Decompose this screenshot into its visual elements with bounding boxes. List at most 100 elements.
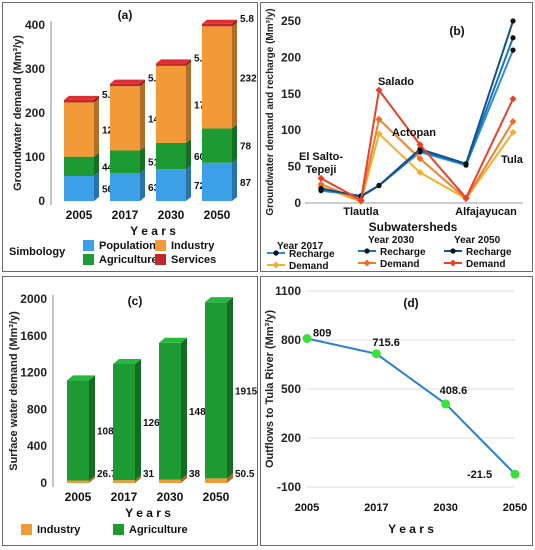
data-label: 5.8	[194, 53, 208, 64]
panel-c: 0 400 800 1200 1600 2000 Surface water demand …	[2, 276, 258, 546]
series-line-recharge	[320, 20, 514, 198]
data-label: 1915	[235, 386, 257, 397]
bar-industry	[67, 480, 89, 483]
bar-agriculture	[110, 150, 140, 173]
y-tick-label: 2000	[20, 292, 47, 306]
bar-side-industry	[140, 82, 145, 151]
bar-side-agriculture	[232, 124, 237, 163]
bar-industry	[64, 102, 94, 157]
y-tick-label: 0	[294, 196, 301, 210]
bar-side-industry	[94, 98, 99, 157]
legend-marker-recharge	[364, 248, 370, 254]
x-tick-label: 2030	[157, 490, 184, 504]
x-tick-label: 2017	[364, 502, 388, 514]
legend-swatch-services	[155, 254, 166, 265]
x-tick-label: 2030	[158, 208, 185, 222]
bar-side-services	[94, 95, 99, 103]
x-tick-label: 2005	[65, 490, 92, 504]
legend-label: Population	[99, 240, 156, 252]
bar-agriculture	[202, 128, 232, 163]
bar-side-industry	[186, 61, 191, 143]
bar-services	[110, 83, 140, 87]
bar-population	[110, 172, 140, 201]
bar-side-industry	[227, 473, 233, 483]
data-point	[371, 349, 381, 359]
chart-b: 0 50 100 150 200 250 Groundwater demand and re…	[265, 8, 524, 271]
series-line-demand	[320, 117, 514, 203]
bar-top	[159, 337, 187, 343]
data-point	[317, 174, 325, 182]
data-label: 60	[194, 152, 206, 163]
x-axis-label: Subwatersheds	[369, 220, 458, 234]
x-tick-label: 2030	[433, 502, 457, 514]
data-label: 5.8	[102, 90, 116, 101]
y-tick-label: 1600	[20, 329, 47, 343]
bar-side-industry	[232, 22, 237, 129]
x-tick-label: 2050	[204, 208, 231, 222]
y-tick-label: 50	[288, 160, 302, 174]
panel-b: 0 50 100 150 200 250 Groundwater demand and re…	[260, 2, 533, 272]
bar-side-agriculture	[181, 337, 187, 480]
data-point	[417, 146, 423, 152]
y-tick-label: 200	[281, 431, 301, 445]
bar-top	[202, 19, 237, 24]
x-tick-label: 2005	[295, 502, 319, 514]
data-label: 44	[102, 162, 114, 173]
bar-top	[113, 358, 141, 364]
data-label: 5.8	[148, 74, 162, 85]
data-label: 408.6	[440, 385, 468, 397]
y-tick-label: 200	[25, 106, 45, 120]
data-point	[510, 18, 516, 24]
legend-marker-demand	[449, 259, 457, 267]
category-label: Tepeji	[306, 164, 337, 176]
y-tick-label: 800	[27, 402, 47, 416]
bar-agriculture	[64, 156, 94, 177]
bar-industry	[156, 65, 186, 143]
data-label: 809	[313, 328, 331, 340]
legend-swatch-population	[83, 240, 94, 251]
legend-label-recharge: Recharge	[380, 247, 426, 258]
y-tick-label: 100	[281, 123, 301, 137]
y-tick-label: 200	[281, 50, 301, 64]
legend-label-recharge: Recharge	[466, 247, 512, 258]
category-label: Alfajayucan	[455, 206, 517, 218]
data-point	[463, 161, 469, 167]
data-point	[509, 128, 517, 136]
data-label: 87	[240, 178, 252, 189]
data-point	[318, 185, 324, 192]
bar-side-agriculture	[140, 146, 145, 173]
bar-services	[202, 23, 232, 27]
panel-label: (a)	[118, 8, 133, 22]
y-tick-label: 300	[25, 62, 45, 76]
data-point	[375, 130, 383, 138]
bar-side-agriculture	[186, 138, 191, 170]
bar-agriculture	[159, 342, 181, 480]
panel-d: -100 200 500 800 1100 Outflows to Tula River …	[260, 276, 533, 546]
x-tick-label: 2017	[112, 208, 139, 222]
bar-agriculture	[113, 363, 135, 481]
x-axis-label: Y e a r s	[130, 224, 176, 238]
data-point	[416, 168, 424, 176]
x-axis-label: Y e a r s	[388, 522, 434, 536]
legend-label-demand: Demand	[289, 261, 328, 271]
bar-top	[205, 297, 233, 303]
y-axis-label: Outflows to Tula River (Mm³/y)	[264, 310, 276, 468]
bar-population	[156, 169, 186, 201]
series-line	[306, 337, 516, 475]
category-label: Tula	[501, 154, 524, 166]
data-label: 1263	[143, 418, 166, 429]
data-label: 5.8	[240, 14, 254, 25]
y-tick-label: 1100	[275, 284, 301, 298]
y-tick-label: 0	[38, 194, 45, 208]
y-tick-label: -100	[277, 480, 301, 494]
legend-label: Agriculture	[129, 524, 188, 536]
y-tick-label: 400	[27, 439, 47, 453]
x-tick-label: 2050	[203, 490, 230, 504]
bar-side-services	[186, 59, 191, 66]
legend-marker-recharge	[450, 248, 456, 254]
data-label: 38	[189, 469, 201, 480]
data-point	[509, 117, 517, 125]
bar-industry	[205, 478, 227, 483]
panel-label: (d)	[403, 296, 418, 310]
